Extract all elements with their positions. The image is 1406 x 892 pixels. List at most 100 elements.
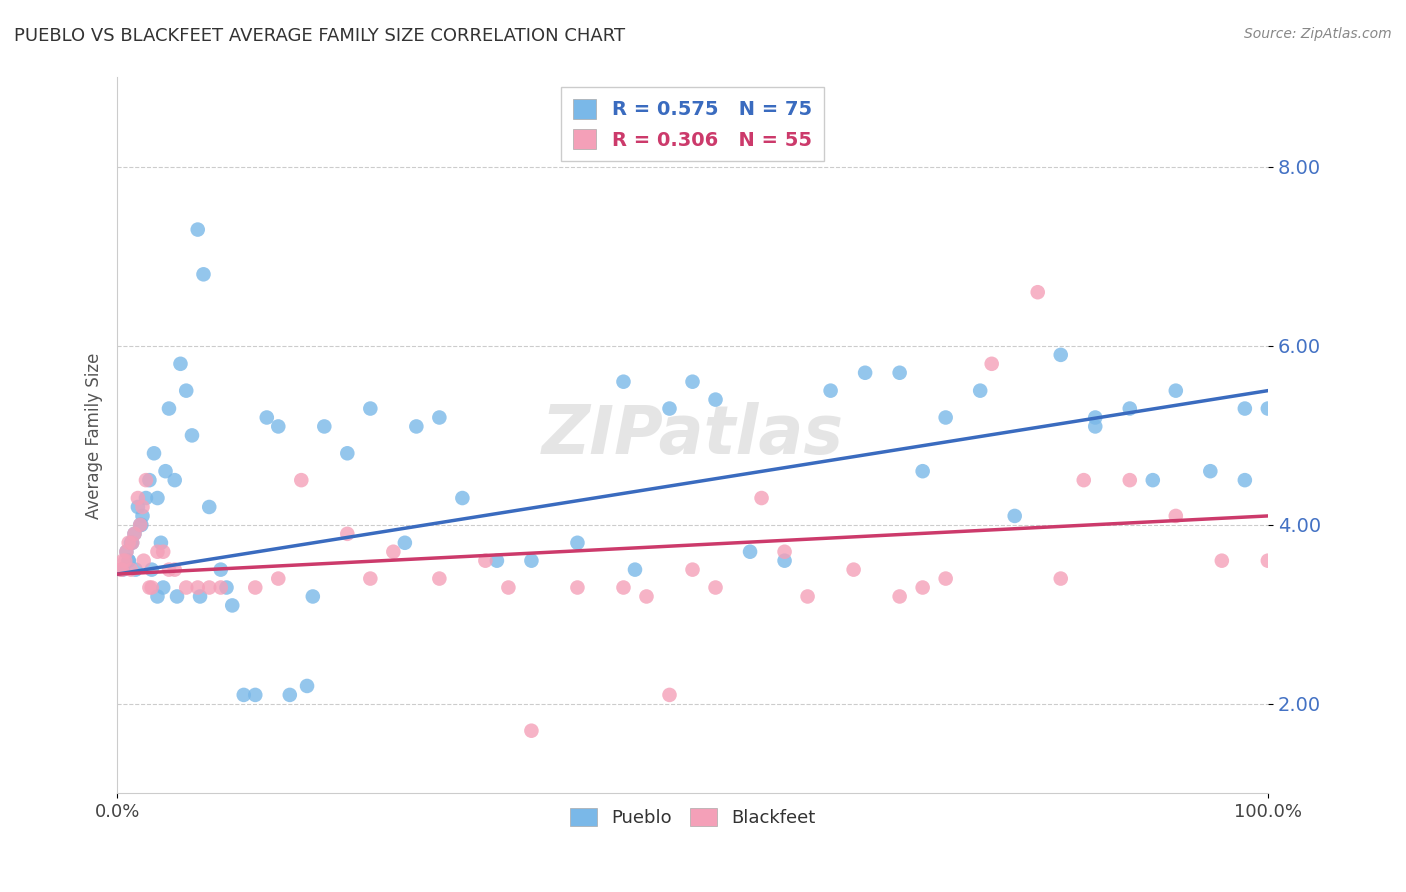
Point [115,545,138,559]
Point [146,491,169,505]
Point [520,554,543,568]
Point [301,590,323,604]
Point [1119,401,1142,416]
Point [135,473,157,487]
Point [232,688,254,702]
Point [278,688,301,702]
Point [209,563,232,577]
Point [980,357,1002,371]
Point [751,491,773,505]
Point [131,508,153,523]
Point [114,554,136,568]
Point [796,590,818,604]
Point [138,581,160,595]
Point [359,572,381,586]
Point [911,464,934,478]
Point [658,688,681,702]
Point [118,535,141,549]
Point [498,581,520,595]
Point [1073,473,1095,487]
Point [124,526,146,541]
Point [1049,348,1071,362]
Point [169,357,191,371]
Point [1004,508,1026,523]
Point [146,590,169,604]
Point [124,526,146,541]
Point [245,688,267,702]
Point [1164,508,1187,523]
Point [267,572,290,586]
Point [155,464,177,478]
Point [935,410,957,425]
Point [382,545,405,559]
Point [359,401,381,416]
Point [567,581,589,595]
Point [1084,419,1107,434]
Point [181,428,204,442]
Point [111,563,134,577]
Point [245,581,267,595]
Point [198,500,221,514]
Point [256,410,278,425]
Point [427,410,450,425]
Point [704,392,727,407]
Point [394,535,416,549]
Point [157,563,180,577]
Point [1211,554,1233,568]
Point [911,581,934,595]
Point [1026,285,1049,300]
Point [131,517,153,532]
Point [427,572,450,586]
Point [1119,473,1142,487]
Point [1199,464,1222,478]
Point [135,491,157,505]
Point [1164,384,1187,398]
Point [485,554,508,568]
Point [143,446,166,460]
Point [889,590,911,604]
Point [118,554,141,568]
Point [187,222,209,236]
Point [682,563,704,577]
Point [141,581,163,595]
Point [110,563,132,577]
Point [111,563,134,577]
Text: ZIPatlas: ZIPatlas [541,402,844,468]
Point [682,375,704,389]
Point [1233,473,1256,487]
Point [166,590,188,604]
Point [820,384,842,398]
Point [163,473,186,487]
Point [612,375,634,389]
Point [336,526,359,541]
Point [267,419,290,434]
Point [612,581,634,595]
Point [215,581,238,595]
Point [624,563,647,577]
Point [336,446,359,460]
Point [152,581,174,595]
Point [474,554,496,568]
Y-axis label: Average Family Size: Average Family Size [86,352,103,518]
Point [174,384,197,398]
Point [773,554,796,568]
Point [889,366,911,380]
Text: PUEBLO VS BLACKFEET AVERAGE FAMILY SIZE CORRELATION CHART: PUEBLO VS BLACKFEET AVERAGE FAMILY SIZE … [14,27,626,45]
Point [187,581,209,595]
Point [127,500,149,514]
Point [295,679,318,693]
Point [120,563,142,577]
Point [129,517,152,532]
Point [188,590,211,604]
Point [149,535,172,549]
Point [567,535,589,549]
Point [1084,410,1107,425]
Point [131,500,153,514]
Point [115,545,138,559]
Point [121,535,143,549]
Point [163,563,186,577]
Point [738,545,761,559]
Text: Source: ZipAtlas.com: Source: ZipAtlas.com [1244,27,1392,41]
Point [1233,401,1256,416]
Point [842,563,865,577]
